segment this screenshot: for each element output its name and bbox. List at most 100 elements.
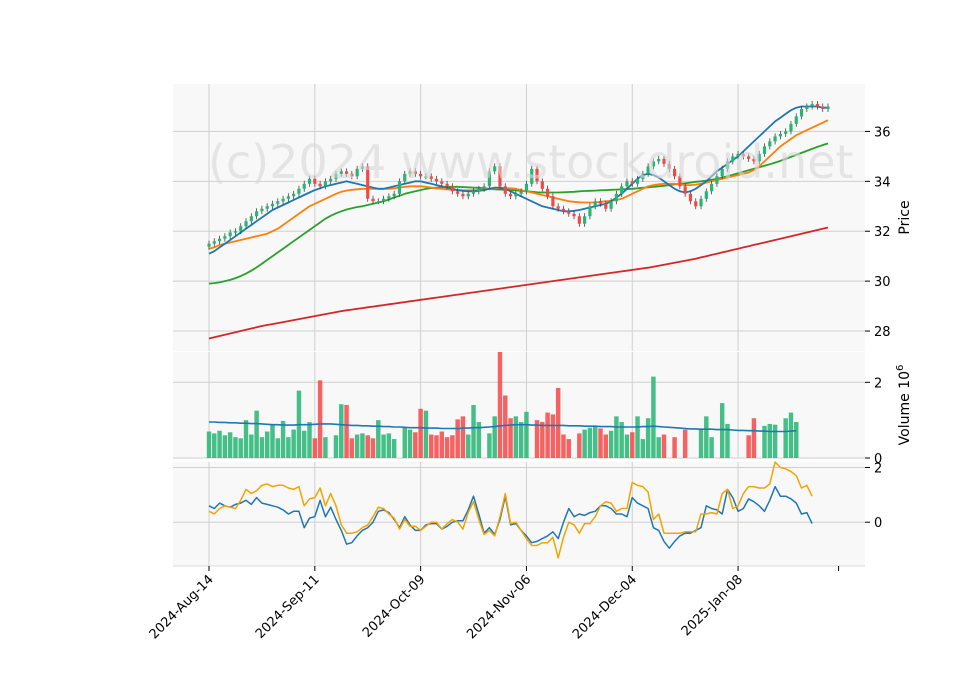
candle-body bbox=[212, 241, 216, 244]
candle-body bbox=[715, 176, 719, 184]
candle-body bbox=[276, 201, 280, 204]
volume-bar bbox=[592, 425, 598, 458]
candle-body bbox=[720, 168, 724, 177]
volume-bar bbox=[376, 420, 381, 458]
volume-ma-line bbox=[209, 421, 797, 433]
volume-bar bbox=[508, 418, 513, 458]
volume-bar bbox=[264, 431, 270, 458]
volume-bar bbox=[259, 437, 265, 458]
ma-fast-line bbox=[208, 105, 828, 255]
candle-body bbox=[217, 238, 222, 242]
candle-body bbox=[741, 153, 745, 157]
candle-body bbox=[508, 193, 513, 197]
volume-bar bbox=[391, 439, 397, 458]
ma-slow-line bbox=[208, 142, 829, 285]
candle-body bbox=[588, 206, 592, 217]
candle-body bbox=[736, 153, 740, 157]
candle-body bbox=[710, 183, 714, 192]
candle-body bbox=[810, 103, 814, 107]
candle-body bbox=[366, 166, 370, 199]
candle-body bbox=[778, 133, 782, 137]
candle-body bbox=[577, 216, 581, 224]
candle-body bbox=[535, 168, 539, 182]
candle-body bbox=[699, 198, 703, 207]
candle-body bbox=[641, 173, 645, 179]
candle-body bbox=[572, 213, 576, 217]
candle-body bbox=[519, 191, 523, 194]
candle-body bbox=[794, 116, 798, 124]
candle-body bbox=[805, 106, 809, 109]
volume-bar bbox=[698, 429, 704, 458]
ma-mid-line bbox=[208, 119, 829, 250]
volume-bar bbox=[407, 429, 413, 458]
volume-bar bbox=[360, 433, 365, 458]
candle-body bbox=[313, 178, 317, 184]
volume-bar bbox=[227, 432, 233, 458]
candle-body bbox=[821, 106, 825, 109]
candle-body bbox=[323, 181, 327, 187]
y-tick-label: 0 bbox=[874, 516, 882, 531]
candle-body bbox=[207, 243, 211, 247]
volume-bar bbox=[492, 416, 497, 458]
candle-body bbox=[683, 186, 687, 194]
candle-body bbox=[477, 188, 481, 192]
candle-body bbox=[397, 181, 402, 194]
volume-bar bbox=[518, 422, 524, 458]
candle-body bbox=[265, 206, 269, 209]
y-tick-label: 2 bbox=[874, 461, 882, 476]
volume-bar bbox=[212, 433, 217, 458]
volume-bar bbox=[555, 387, 561, 458]
volume-bar bbox=[344, 405, 349, 458]
volume-bar bbox=[386, 433, 392, 458]
panel-background bbox=[173, 84, 865, 351]
candle-body bbox=[593, 201, 597, 207]
price-panel: 28 30 32 34 36 Price bbox=[173, 84, 913, 351]
x-tick-label: 2024-Dec-04 bbox=[570, 572, 640, 642]
candle-body bbox=[387, 196, 391, 199]
volume-bar bbox=[545, 412, 550, 458]
volume-bar bbox=[206, 431, 212, 458]
candle-body bbox=[784, 131, 788, 134]
volume-bar bbox=[423, 410, 429, 458]
volume-bar bbox=[587, 427, 593, 458]
candle-body bbox=[826, 106, 830, 109]
volume-bar bbox=[497, 352, 503, 458]
volume-bar bbox=[619, 422, 624, 458]
volume-bar bbox=[418, 408, 423, 458]
volume-bar bbox=[561, 434, 566, 458]
volume-bar bbox=[402, 427, 407, 458]
volume-axis-label: Volume 106 bbox=[895, 365, 913, 446]
volume-bar bbox=[709, 437, 714, 458]
x-tick-label: 2024-Oct-09 bbox=[360, 572, 428, 640]
volume-bar bbox=[598, 428, 603, 458]
volume-bar bbox=[624, 434, 630, 458]
volume-bar bbox=[635, 416, 640, 458]
candle-body bbox=[429, 176, 433, 179]
volume-bar bbox=[788, 412, 794, 458]
candle-body bbox=[598, 201, 603, 204]
volume-bar bbox=[783, 418, 788, 458]
candle-body bbox=[530, 168, 534, 184]
volume-bar bbox=[614, 416, 619, 458]
volume-bar bbox=[381, 434, 386, 458]
candle-body bbox=[413, 171, 417, 174]
candle-body bbox=[514, 193, 518, 197]
volume-bar bbox=[672, 437, 677, 458]
candle-body bbox=[625, 181, 629, 187]
volume-bar bbox=[566, 439, 571, 458]
volume-bar bbox=[275, 438, 280, 458]
volume-bar bbox=[439, 431, 445, 458]
volume-bar bbox=[608, 430, 614, 458]
volume-bar bbox=[323, 437, 328, 458]
x-tick-label: 2025-Jan-08 bbox=[679, 572, 746, 639]
candle-body bbox=[239, 226, 243, 232]
x-tick-label: 2024-Aug-14 bbox=[147, 572, 217, 642]
candle-body bbox=[688, 193, 693, 202]
y-tick-label: 0 bbox=[874, 452, 882, 467]
candle-body bbox=[371, 198, 375, 202]
volume-bar bbox=[682, 429, 688, 458]
candle-body bbox=[482, 186, 486, 189]
candle-body bbox=[815, 103, 820, 107]
volume-bar bbox=[582, 429, 587, 458]
